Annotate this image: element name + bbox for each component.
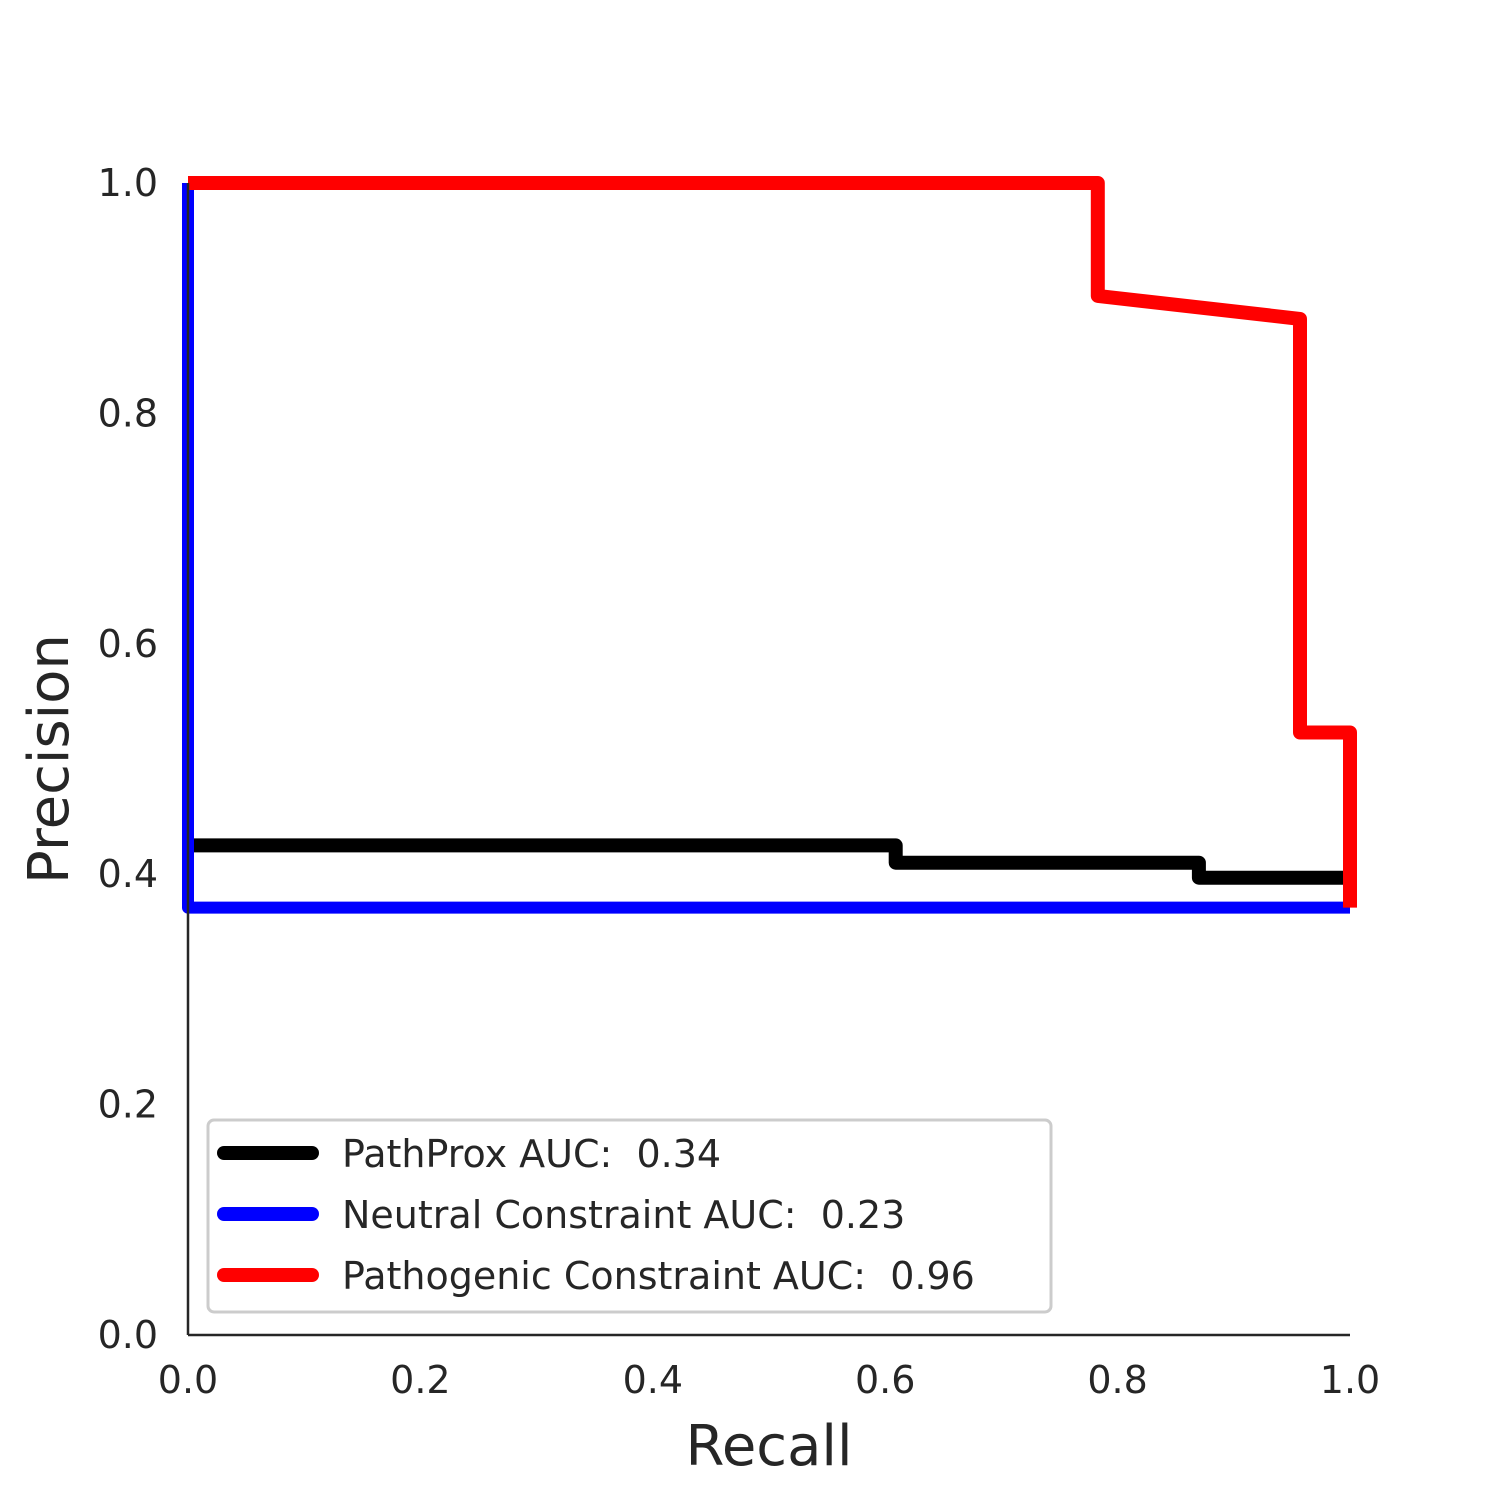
legend-label-3: Pathogenic Constraint AUC: 0.96 xyxy=(342,1254,975,1298)
series-layer xyxy=(182,176,1357,914)
x-tick-label: 0.2 xyxy=(390,1358,450,1402)
legend-box xyxy=(206,1118,1053,1314)
legend-label-1: PathProx AUC: 0.34 xyxy=(342,1132,721,1176)
x-tick-label: 1.0 xyxy=(1320,1358,1380,1402)
x-tick-label: 0.8 xyxy=(1087,1358,1147,1402)
legend-items: PathProx AUC: 0.34 Neutral Constraint AUC… xyxy=(217,1132,975,1298)
x-tick-labels: 0.0 0.2 0.4 0.6 0.8 1.0 xyxy=(158,1358,1380,1402)
x-axis-label: Recall xyxy=(685,1414,852,1479)
series-line-1 xyxy=(188,838,1350,885)
x-tick-label: 0.4 xyxy=(623,1358,683,1402)
axes-layer xyxy=(186,183,1350,1337)
legend-label-2: Neutral Constraint AUC: 0.23 xyxy=(342,1193,905,1237)
y-tick-labels: 0.0 0.2 0.4 0.6 0.8 1.0 xyxy=(98,161,158,1357)
legend: PathProx AUC: 0.34 Neutral Constraint AUC… xyxy=(206,1118,1053,1314)
y-tick-label: 0.4 xyxy=(98,852,158,896)
series-line-2 xyxy=(182,183,1350,914)
y-tick-label: 0.2 xyxy=(98,1083,158,1127)
y-tick-label: 0.6 xyxy=(98,622,158,666)
y-tick-label: 0.0 xyxy=(98,1313,158,1357)
series-line-3 xyxy=(188,176,1357,908)
y-tick-label: 1.0 xyxy=(98,161,158,205)
y-tick-label: 0.8 xyxy=(98,391,158,435)
y-axis-label: Precision xyxy=(17,634,82,884)
x-tick-label: 0.6 xyxy=(855,1358,915,1402)
x-tick-label: 0.0 xyxy=(158,1358,218,1402)
